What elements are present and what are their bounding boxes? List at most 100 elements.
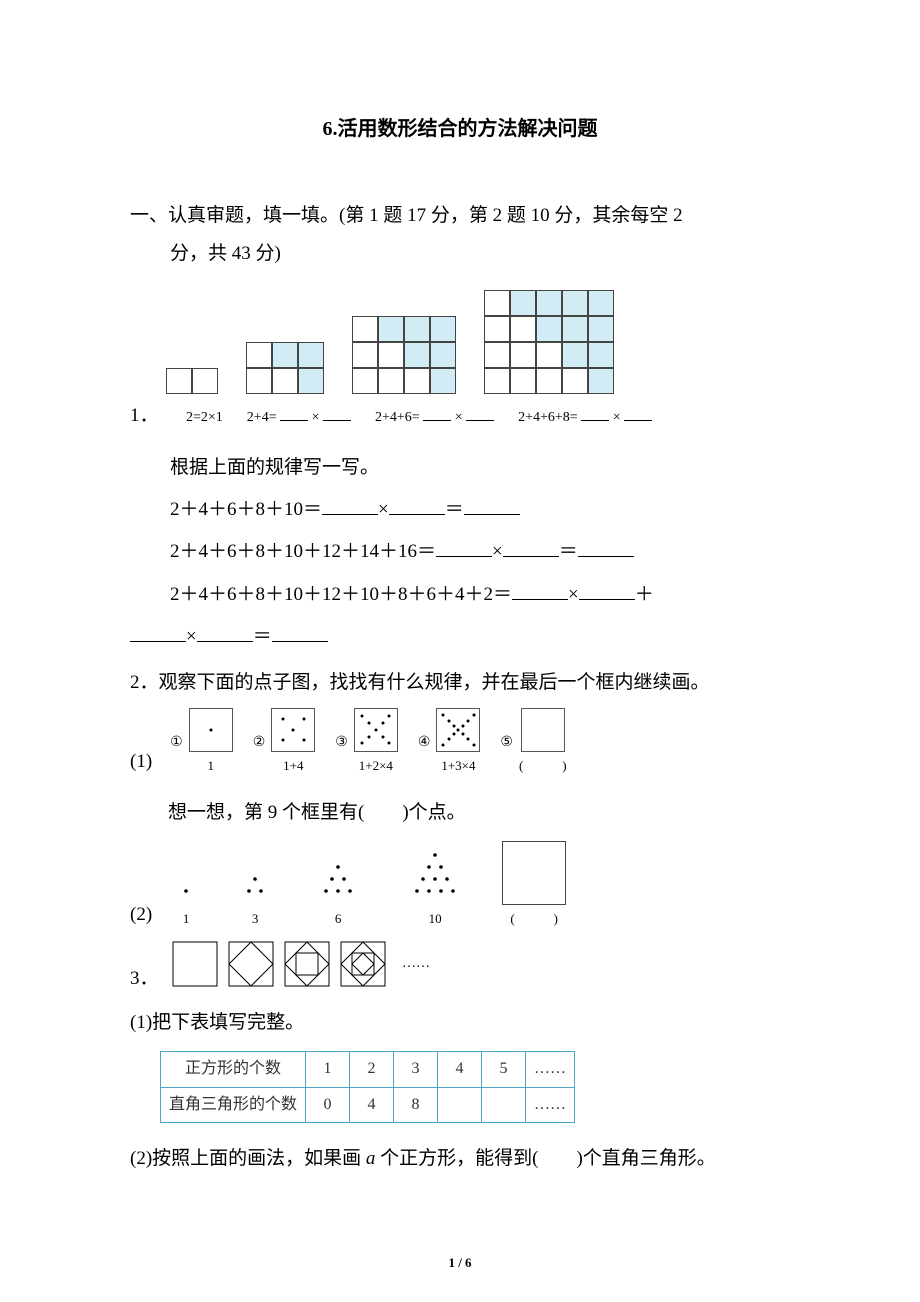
- grid-cell: [246, 368, 272, 394]
- blank[interactable]: [389, 496, 445, 515]
- q1-instruction: 根据上面的规律写一写。: [170, 450, 790, 486]
- q1-grid-2: [246, 342, 324, 394]
- q2-heading: 2．观察下面的点子图，找找有什么规律，并在最后一个框内继续画。: [130, 665, 790, 700]
- q1-eq-2: 2+4= ×: [247, 405, 351, 432]
- dot-box: [189, 708, 233, 752]
- triangle-item-blank[interactable]: ( ): [502, 841, 566, 932]
- blank[interactable]: [280, 407, 308, 421]
- q1-number: 1．: [130, 398, 162, 434]
- blank[interactable]: [578, 538, 634, 557]
- triangle-item: 6: [308, 861, 368, 932]
- grid-cell: [536, 290, 562, 316]
- grid-cell: [588, 316, 614, 342]
- blank[interactable]: [197, 623, 253, 642]
- grid-cell: [536, 342, 562, 368]
- blank[interactable]: [322, 496, 378, 515]
- circled-number: ⑤: [500, 730, 513, 757]
- q1-line-1: 2＋4＋6＋8＋10＝×＝: [170, 492, 790, 528]
- equals-sign: ＝: [559, 541, 578, 562]
- table-row: 正方形的个数 1 2 3 4 5 ……: [161, 1052, 575, 1087]
- times-sign: ×: [455, 410, 463, 425]
- grid-cell: [536, 368, 562, 394]
- q1-line-3b: ×＝: [130, 619, 790, 655]
- grid-cell: [298, 368, 324, 394]
- table-cell[interactable]: [438, 1087, 482, 1122]
- empty-draw-box[interactable]: [502, 841, 566, 905]
- nested-square-icon: [228, 941, 274, 987]
- table-cell: 1: [306, 1052, 350, 1087]
- grid-cell: [510, 316, 536, 342]
- table-header-2: 直角三角形的个数: [161, 1087, 306, 1122]
- table-cell: 0: [306, 1087, 350, 1122]
- table-cell[interactable]: [482, 1087, 526, 1122]
- grid-cell: [588, 342, 614, 368]
- q2-item: ⑤( ): [500, 708, 566, 779]
- grid-cell: [562, 316, 588, 342]
- q3-p2-pre: (2)按照上面的画法，如果画: [130, 1148, 366, 1169]
- table-cell: 3: [394, 1052, 438, 1087]
- blank[interactable]: [466, 407, 494, 421]
- blank[interactable]: [130, 623, 186, 642]
- q1-eq3-pre: 2+4+6=: [375, 410, 420, 425]
- triangle-label: 10: [429, 907, 442, 932]
- grid-cell: [430, 342, 456, 368]
- blank[interactable]: [323, 407, 351, 421]
- q1-grid-1: [166, 368, 218, 394]
- q1-eq-4: 2+4+6+8= ×: [518, 405, 652, 432]
- q2-triangle-row: 13610( ): [170, 841, 566, 932]
- grid-cell: [430, 368, 456, 394]
- blank[interactable]: [624, 407, 652, 421]
- triangle-label: 6: [335, 907, 342, 932]
- dot-box: [271, 708, 315, 752]
- grid-cell: [536, 316, 562, 342]
- q2-dot-row: ①1②1+4③1+2×4④1+3×4⑤( ): [170, 708, 566, 779]
- times-sign: ×: [613, 410, 621, 425]
- grid-cell: [352, 368, 378, 394]
- grid-cell: [166, 368, 192, 394]
- page-number: 1 / 6: [0, 1251, 920, 1276]
- q1-grid-4: [484, 290, 614, 394]
- q2-part2-lead: (2): [130, 897, 152, 935]
- blank[interactable]: [423, 407, 451, 421]
- dot-box[interactable]: [521, 708, 565, 752]
- nested-square-icon: [340, 941, 386, 987]
- triangle-label: 1: [183, 907, 190, 932]
- triangle-item: 1: [170, 885, 202, 932]
- q2-item: ②1+4: [253, 708, 316, 779]
- blank[interactable]: [464, 496, 520, 515]
- grid-cell: [562, 368, 588, 394]
- q3-table: 正方形的个数 1 2 3 4 5 …… 直角三角形的个数 0 4 8 ……: [160, 1051, 575, 1123]
- blank[interactable]: [272, 623, 328, 642]
- times-sign: ×: [186, 626, 197, 647]
- dot-label: ( ): [519, 754, 567, 779]
- blank[interactable]: [512, 581, 568, 600]
- grid-cell: [404, 368, 430, 394]
- q2-item: ④1+3×4: [418, 708, 481, 779]
- grid-cell: [484, 290, 510, 316]
- q1-line-3: 2＋4＋6＋8＋10＋12＋10＋8＋6＋4＋2＝×＋: [170, 577, 790, 613]
- dot-label: 1+2×4: [359, 754, 393, 779]
- grid-cell: [484, 368, 510, 394]
- q3-p2: (2)按照上面的画法，如果画 a 个正方形，能得到( )个直角三角形。: [130, 1141, 790, 1177]
- grid-cell: [404, 342, 430, 368]
- q2-item: ③1+2×4: [335, 708, 398, 779]
- blank[interactable]: [579, 581, 635, 600]
- grid-cell: [298, 342, 324, 368]
- page-title: 6.活用数形结合的方法解决问题: [130, 110, 790, 148]
- q3-p2-post: 个正方形，能得到( )个直角三角形。: [375, 1148, 715, 1169]
- page: 6.活用数形结合的方法解决问题 一、认真审题，填一填。(第 1 题 17 分，第…: [0, 0, 920, 1302]
- grid-cell: [272, 342, 298, 368]
- q2-part1-row: (1) ①1②1+4③1+2×4④1+3×4⑤( ): [130, 708, 790, 783]
- q3-number: 3．: [130, 961, 162, 1005]
- grid-cell: [378, 342, 404, 368]
- blank[interactable]: [581, 407, 609, 421]
- table-header-1: 正方形的个数: [161, 1052, 306, 1087]
- table-cell: 4: [438, 1052, 482, 1087]
- blank[interactable]: [503, 538, 559, 557]
- dot-label: 1+3×4: [441, 754, 475, 779]
- blank[interactable]: [436, 538, 492, 557]
- grid-cell: [484, 316, 510, 342]
- table-cell: 8: [394, 1087, 438, 1122]
- grid-cell: [352, 342, 378, 368]
- grid-cell: [430, 316, 456, 342]
